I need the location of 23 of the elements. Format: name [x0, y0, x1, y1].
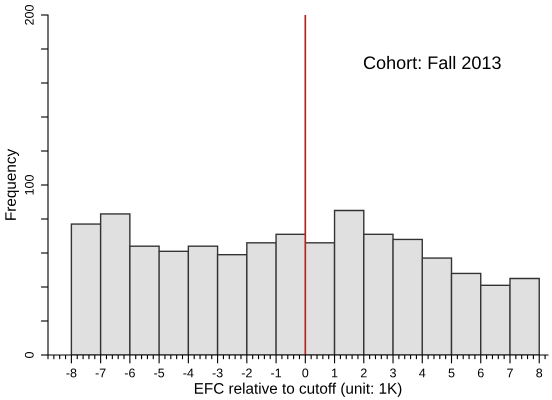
x-tick-label: 3	[390, 368, 396, 378]
x-tick-label: 5	[448, 368, 454, 378]
y-tick-label: 200	[24, 5, 34, 25]
x-tick-label: -1	[271, 368, 282, 378]
annotation: Cohort: Fall 2013	[364, 56, 501, 70]
x-tick-label: 6	[478, 368, 484, 378]
x-tick-label: -4	[183, 368, 194, 378]
x-tick-label: -8	[66, 368, 76, 378]
y-tick-label: 100	[24, 175, 34, 194]
x-tick-label: 1	[332, 368, 338, 378]
x-tick-label: -5	[154, 368, 164, 378]
x-tick-label: -2	[242, 368, 252, 378]
x-tick-label: 2	[360, 368, 367, 378]
x-tick-label: 8	[536, 368, 542, 378]
x-tick-label: 0	[302, 368, 308, 378]
x-axis-title: EFC relative to cutoff (unit: 1K)	[194, 382, 402, 397]
x-tick-label: 4	[419, 368, 426, 378]
x-tick-label: -6	[124, 368, 135, 378]
x-tick-label: -3	[212, 368, 223, 378]
y-tick-label: 0	[24, 352, 34, 358]
x-tick-label: 7	[507, 368, 513, 378]
y-axis-title: Frequency	[5, 148, 19, 220]
x-tick-label: -7	[96, 368, 106, 378]
